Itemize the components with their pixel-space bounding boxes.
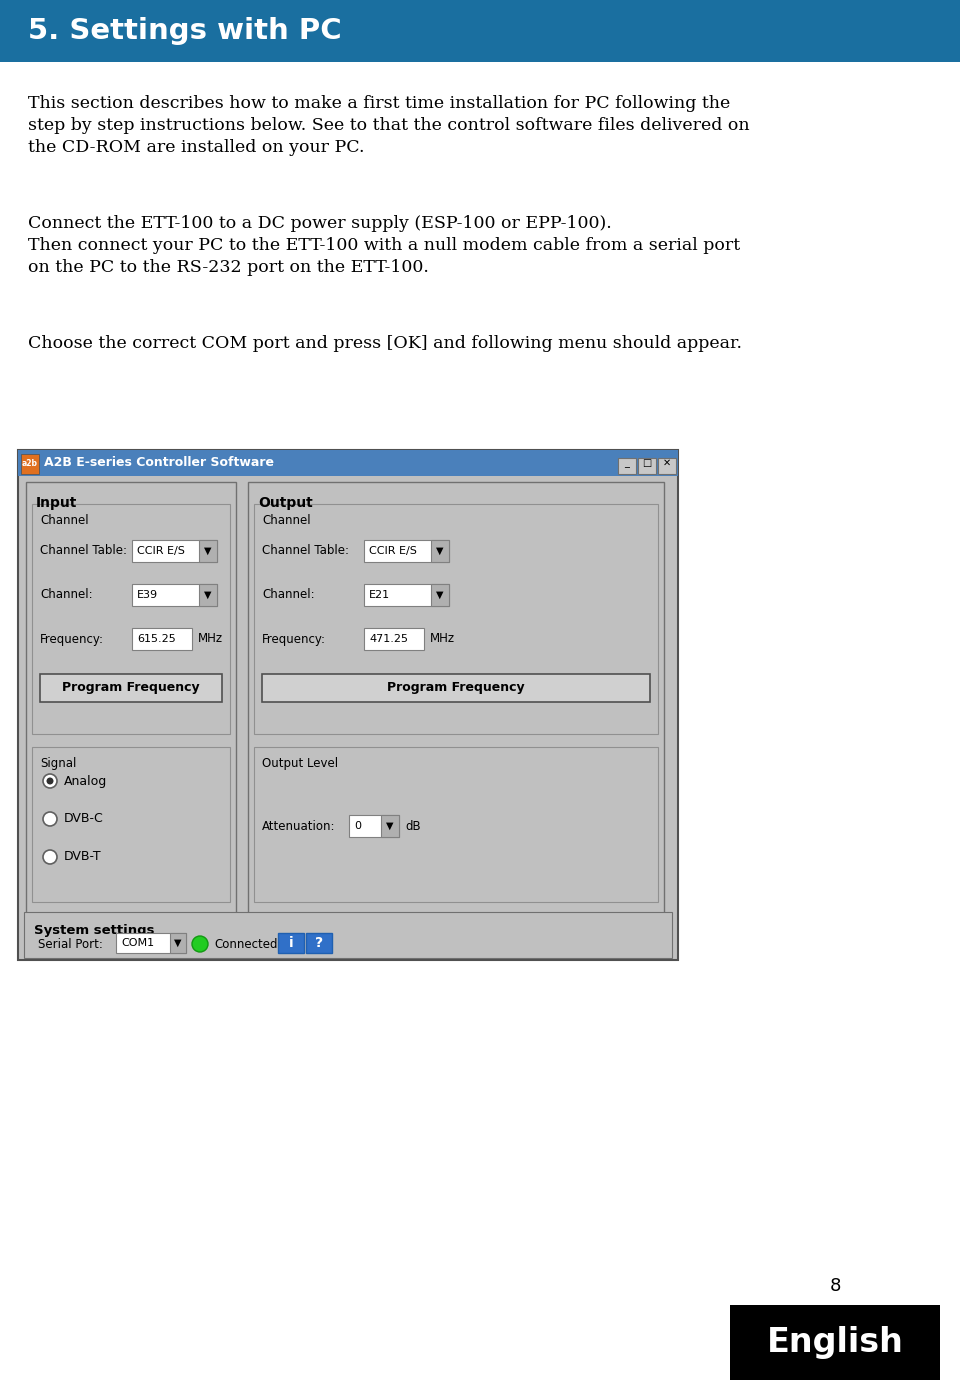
Text: Program Frequency: Program Frequency xyxy=(387,682,525,694)
Text: CCIR E/S: CCIR E/S xyxy=(137,546,185,556)
Bar xyxy=(32,505,230,735)
Text: Input: Input xyxy=(36,496,78,510)
Bar xyxy=(254,747,658,902)
Text: Channel:: Channel: xyxy=(40,588,92,601)
Text: ▼: ▼ xyxy=(386,821,394,831)
Text: ▼: ▼ xyxy=(175,938,181,948)
Bar xyxy=(132,539,217,562)
Text: System settings: System settings xyxy=(34,924,155,937)
Bar xyxy=(730,1305,940,1380)
Circle shape xyxy=(43,811,57,827)
Text: DVB-T: DVB-T xyxy=(64,850,102,863)
Bar xyxy=(26,482,236,916)
Text: Connect the ETT-100 to a DC power supply (ESP-100 or EPP-100).: Connect the ETT-100 to a DC power supply… xyxy=(28,215,612,231)
Text: Program Frequency: Program Frequency xyxy=(62,682,200,694)
Bar xyxy=(132,584,217,606)
Text: English: English xyxy=(767,1326,903,1359)
Bar xyxy=(349,815,399,836)
Bar xyxy=(381,815,399,836)
Text: i: i xyxy=(289,935,294,949)
Text: E21: E21 xyxy=(369,590,390,599)
Circle shape xyxy=(192,935,208,952)
Text: ▼: ▼ xyxy=(436,546,444,556)
Bar xyxy=(364,584,449,606)
Text: Channel Table:: Channel Table: xyxy=(262,545,349,558)
Circle shape xyxy=(43,774,57,788)
Text: Frequency:: Frequency: xyxy=(40,633,104,645)
Circle shape xyxy=(43,850,57,864)
Text: Channel: Channel xyxy=(262,514,311,527)
Text: Analog: Analog xyxy=(64,775,108,788)
Bar xyxy=(116,933,186,953)
Bar xyxy=(638,459,656,474)
Bar xyxy=(18,450,678,475)
Text: ▼: ▼ xyxy=(436,590,444,599)
Text: Serial Port:: Serial Port: xyxy=(38,938,103,951)
Bar xyxy=(32,747,230,902)
Text: Then connect your PC to the ETT-100 with a null modem cable from a serial port: Then connect your PC to the ETT-100 with… xyxy=(28,237,740,254)
Bar xyxy=(24,912,672,958)
Bar xyxy=(262,675,650,703)
Text: 0: 0 xyxy=(354,821,361,831)
Text: 8: 8 xyxy=(829,1277,841,1295)
Bar xyxy=(0,0,960,61)
Text: the CD-ROM are installed on your PC.: the CD-ROM are installed on your PC. xyxy=(28,139,365,156)
Text: Choose the correct COM port and press [OK] and following menu should appear.: Choose the correct COM port and press [O… xyxy=(28,335,742,353)
Text: ?: ? xyxy=(315,935,324,949)
Text: E39: E39 xyxy=(137,590,158,599)
Bar xyxy=(618,459,636,474)
Text: CCIR E/S: CCIR E/S xyxy=(369,546,417,556)
Bar xyxy=(364,539,449,562)
Bar xyxy=(278,933,304,953)
Text: MHz: MHz xyxy=(430,633,455,645)
Bar xyxy=(170,933,186,953)
Text: This section describes how to make a first time installation for PC following th: This section describes how to make a fir… xyxy=(28,95,731,112)
Bar xyxy=(248,482,664,916)
Text: Channel Table:: Channel Table: xyxy=(40,545,127,558)
Circle shape xyxy=(46,778,54,785)
Text: ▼: ▼ xyxy=(204,546,212,556)
Bar xyxy=(254,505,658,735)
Text: DVB-C: DVB-C xyxy=(64,813,104,825)
Bar xyxy=(40,675,222,703)
Text: Frequency:: Frequency: xyxy=(262,633,326,645)
Text: dB: dB xyxy=(405,820,420,832)
Bar xyxy=(658,459,676,474)
Bar xyxy=(431,539,449,562)
Text: MHz: MHz xyxy=(198,633,223,645)
Text: Channel:: Channel: xyxy=(262,588,315,601)
Text: 5. Settings with PC: 5. Settings with PC xyxy=(28,17,342,45)
Text: a2b: a2b xyxy=(22,459,38,467)
Text: Channel: Channel xyxy=(40,514,88,527)
Text: 471.25: 471.25 xyxy=(369,634,408,644)
Text: Output: Output xyxy=(258,496,313,510)
Text: Signal: Signal xyxy=(40,757,77,769)
Text: on the PC to the RS-232 port on the ETT-100.: on the PC to the RS-232 port on the ETT-… xyxy=(28,259,429,276)
Bar xyxy=(18,450,678,960)
Text: COM1: COM1 xyxy=(121,938,155,948)
Text: Connected: Connected xyxy=(214,938,277,951)
Bar xyxy=(364,629,424,650)
Text: 615.25: 615.25 xyxy=(137,634,176,644)
Text: Attenuation:: Attenuation: xyxy=(262,820,335,832)
Bar xyxy=(199,584,217,606)
Bar xyxy=(21,454,39,474)
Text: A2B E-series Controller Software: A2B E-series Controller Software xyxy=(44,456,274,470)
Text: ▼: ▼ xyxy=(204,590,212,599)
Bar xyxy=(199,539,217,562)
Bar xyxy=(132,629,192,650)
Bar xyxy=(306,933,332,953)
Text: step by step instructions below. See to that the control software files delivere: step by step instructions below. See to … xyxy=(28,117,750,134)
Text: _: _ xyxy=(625,459,630,468)
Text: □: □ xyxy=(642,459,652,468)
Text: ✕: ✕ xyxy=(663,459,671,468)
Text: Output Level: Output Level xyxy=(262,757,338,769)
Bar xyxy=(431,584,449,606)
